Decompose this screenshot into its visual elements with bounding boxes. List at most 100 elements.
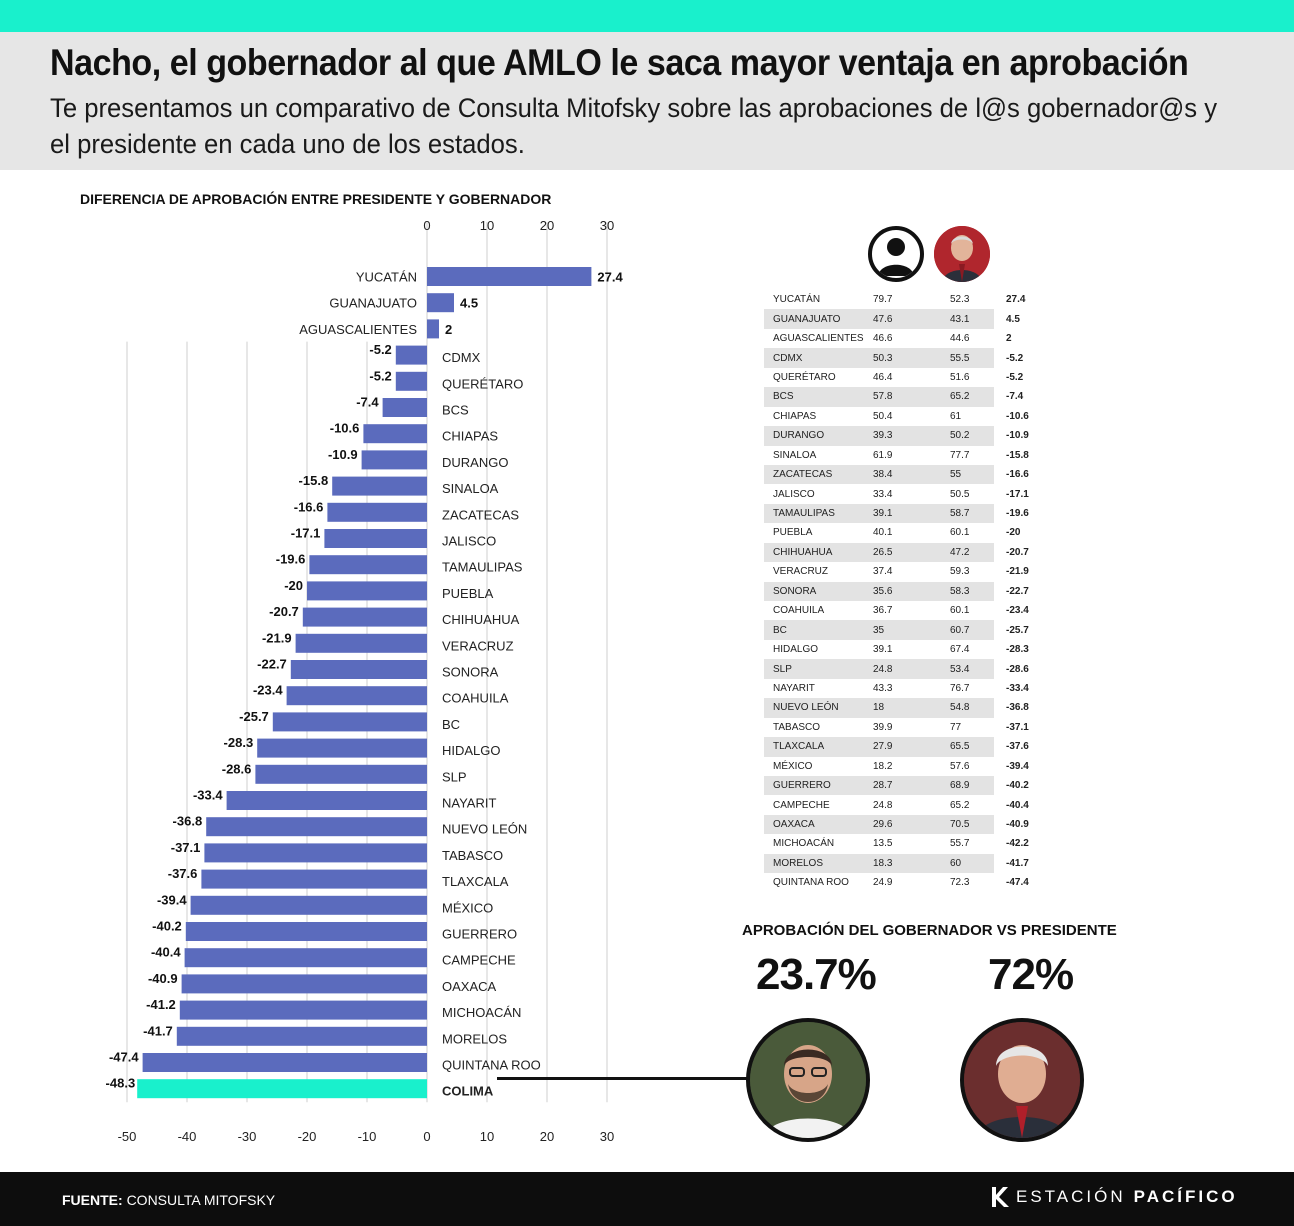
president-approval-cell: 44.6 [950, 333, 970, 345]
table-row: CAMPECHE 24.8 65.2 -40.4 [764, 795, 1054, 815]
category-label: SLP [442, 769, 467, 784]
bar [427, 293, 454, 313]
governor-approval-cell: 35 [864, 620, 941, 640]
governor-approval-cell: 37.4 [873, 566, 893, 578]
category-label: DURANGO [442, 455, 508, 470]
difference-cell: -37.1 [994, 717, 1054, 738]
difference-cell: -42.2 [994, 834, 1054, 854]
governor-approval-cell: 18.3 [864, 853, 941, 874]
category-label: PUEBLA [442, 586, 494, 601]
bar [427, 267, 592, 286]
table-row: VERACRUZ 37.4 59.3 -21.9 [764, 562, 1054, 582]
difference-cell: -41.7 [994, 853, 1054, 874]
value-label: -33.4 [193, 788, 223, 803]
bar [181, 974, 427, 994]
table-row: QUERÉTARO 46.4 51.6 -5.2 [764, 367, 1054, 388]
top-tick-label: 10 [480, 218, 494, 233]
president-approval-cell: 47.2 [941, 542, 994, 563]
difference-cell: -20 [994, 523, 1054, 543]
state-cell: MÉXICO [773, 760, 813, 772]
category-label: AGUASCALIENTES [299, 322, 417, 337]
difference-cell: -7.4 [994, 387, 1054, 407]
value-label: -15.8 [299, 473, 329, 488]
president-approval-cell: 50.2 [941, 426, 994, 446]
category-label: NUEVO LEÓN [442, 822, 527, 837]
difference-cell: -19.6 [994, 503, 1054, 524]
governor-approval-cell: 24.8 [873, 799, 893, 811]
table-row: SLP 24.8 53.4 -28.6 [764, 659, 1054, 679]
bottom-tick-label: -30 [238, 1129, 257, 1144]
state-cell: CDMX [764, 348, 864, 368]
category-label: BC [442, 717, 460, 732]
difference-cell: -28.3 [994, 639, 1054, 660]
table-row: COAHUILA 36.7 60.1 -23.4 [764, 601, 1054, 621]
value-label: -40.9 [148, 971, 178, 986]
value-label: -39.4 [157, 892, 187, 907]
bar [272, 712, 427, 732]
category-label: ZACATECAS [442, 507, 519, 522]
table-row: JALISCO 33.4 50.5 -17.1 [764, 484, 1054, 504]
table-row: NUEVO LEÓN 18 54.8 -36.8 [764, 698, 1054, 718]
president-approval-cell: 43.1 [941, 309, 994, 329]
difference-cell: -20.7 [994, 542, 1054, 563]
president-approval-cell: 58.3 [941, 581, 994, 601]
top-tick-label: 0 [423, 218, 430, 233]
source-credit: FUENTE: CONSULTA MITOFSKY [62, 1192, 275, 1208]
difference-cell: -17.1 [994, 484, 1054, 504]
state-cell: QUINTANA ROO [773, 877, 849, 889]
bar [395, 371, 427, 391]
difference-cell: -47.4 [994, 873, 1054, 893]
state-cell: MICHOACÁN [773, 838, 835, 850]
table-row: CHIAPAS 50.4 61 -10.6 [764, 406, 1054, 427]
bar [185, 922, 427, 941]
value-label: -37.6 [168, 866, 198, 881]
table-row: BC 35 60.7 -25.7 [764, 620, 1054, 640]
president-approval-cell: 68.9 [941, 775, 994, 796]
person-icon [868, 226, 924, 282]
bar [206, 817, 427, 837]
table-row: CHIHUAHUA 26.5 47.2 -20.7 [764, 542, 1054, 563]
difference-cell: 27.4 [994, 290, 1054, 310]
state-cell: CHIHUAHUA [764, 542, 864, 563]
bottom-tick-label: -40 [178, 1129, 197, 1144]
category-label: GUERRERO [442, 927, 517, 942]
chart-title: DIFERENCIA DE APROBACIÓN ENTRE PRESIDENT… [80, 191, 552, 207]
bar [226, 791, 427, 810]
value-label: -40.4 [151, 945, 181, 960]
president-approval-cell: 67.4 [950, 644, 970, 656]
governor-approval-cell: 26.5 [864, 542, 941, 563]
president-approval-cell: 70.5 [941, 814, 994, 835]
bar [307, 581, 427, 601]
bar-highlight [137, 1079, 427, 1099]
value-label: -10.6 [330, 421, 360, 436]
category-label: CHIHUAHUA [442, 612, 520, 627]
state-cell: SLP [764, 659, 864, 679]
bottom-tick-label: 30 [600, 1129, 614, 1144]
difference-cell: -16.6 [994, 464, 1054, 485]
bar [332, 476, 427, 496]
president-approval-cell: 59.3 [950, 566, 970, 578]
value-label: -5.2 [369, 342, 391, 357]
brand-name-bold: PACÍFICO [1133, 1187, 1238, 1206]
difference-cell: -5.2 [994, 367, 1054, 388]
president-approval-cell: 53.4 [941, 659, 994, 679]
state-cell: BCS [764, 387, 864, 407]
category-label: CAMPECHE [442, 953, 516, 968]
president-approval-cell: 60.1 [950, 605, 970, 617]
president-approval-cell: 55 [941, 464, 994, 485]
president-approval-cell: 51.6 [950, 371, 970, 383]
state-cell: SONORA [764, 581, 864, 601]
bottom-tick-label: 20 [540, 1129, 554, 1144]
president-approval-cell: 61 [950, 410, 962, 422]
difference-cell: -5.2 [994, 348, 1054, 368]
table-row: TAMAULIPAS 39.1 58.7 -19.6 [764, 503, 1054, 524]
state-cell: OAXACA [764, 814, 864, 835]
difference-cell: -25.7 [994, 620, 1054, 640]
category-label: VERACRUZ [442, 638, 514, 653]
state-cell: NUEVO LEÓN [764, 698, 864, 718]
header-panel [0, 32, 1294, 170]
governor-approval-cell: 46.4 [873, 371, 893, 383]
governor-approval-cell: 50.3 [864, 348, 941, 368]
governor-approval-cell: 38.4 [864, 464, 941, 485]
category-label: TLAXCALA [442, 874, 509, 889]
